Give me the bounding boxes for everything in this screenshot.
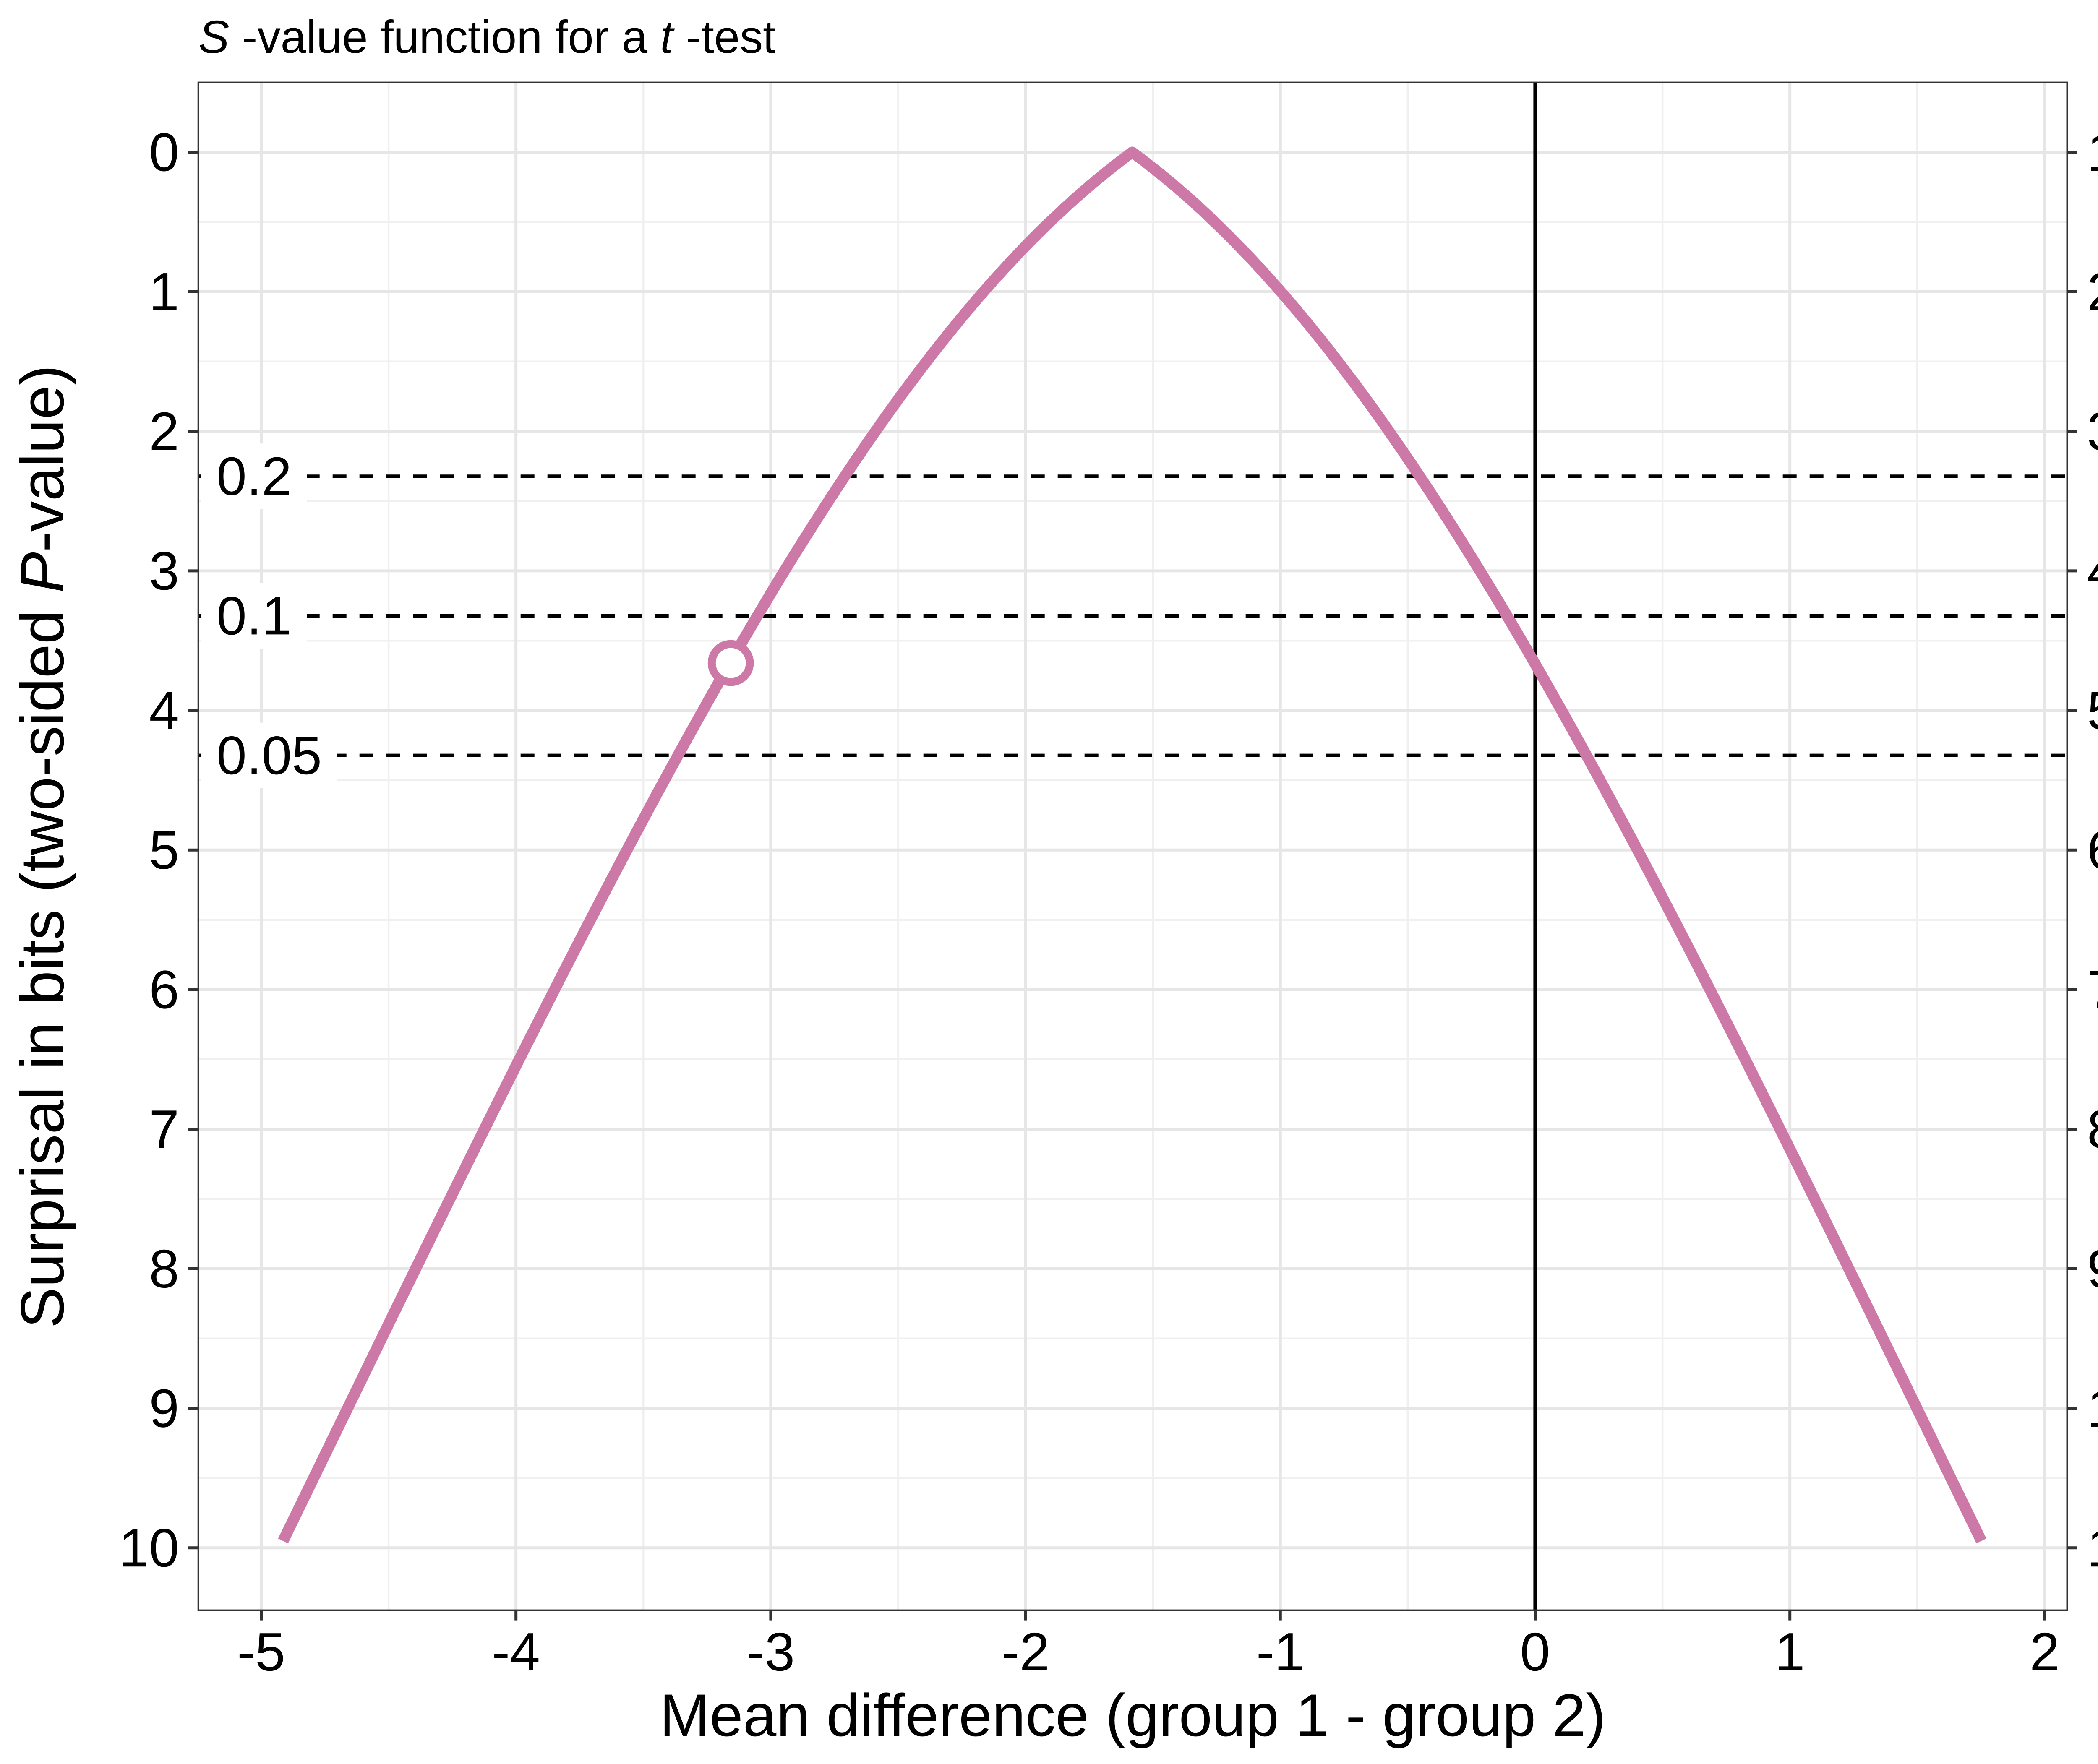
svg-text:3: 3 xyxy=(149,541,179,601)
svg-text:1: 1 xyxy=(149,262,179,322)
svg-text:-3: -3 xyxy=(747,1622,795,1682)
svg-text:7: 7 xyxy=(149,1099,179,1159)
svg-text:10: 10 xyxy=(119,1518,180,1578)
svg-text:3: 3 xyxy=(2087,401,2098,462)
svg-text:Mean difference (group 1 - gro: Mean difference (group 1 - group 2) xyxy=(660,1682,1606,1749)
svg-text:0.1: 0.1 xyxy=(217,586,292,646)
svg-text:10: 10 xyxy=(2087,1378,2098,1439)
svg-text:-5: -5 xyxy=(237,1622,285,1682)
svg-text:11: 11 xyxy=(2087,1518,2098,1578)
svg-text:9: 9 xyxy=(2087,1239,2098,1299)
svg-text:4: 4 xyxy=(2087,541,2098,601)
svg-text:2: 2 xyxy=(149,401,179,462)
svg-text:S -value function for a t -tes: S -value function for a t -test xyxy=(198,11,776,63)
svg-text:9: 9 xyxy=(149,1378,179,1439)
svg-text:0: 0 xyxy=(149,122,179,182)
svg-text:Surprisal in bits (two-sided P: Surprisal in bits (two-sided P-value) xyxy=(8,365,76,1328)
svg-text:8: 8 xyxy=(2087,1099,2098,1159)
svg-text:1: 1 xyxy=(1775,1622,1805,1682)
svg-text:0.2: 0.2 xyxy=(217,446,292,507)
svg-text:-4: -4 xyxy=(492,1622,540,1682)
svg-text:5: 5 xyxy=(149,820,179,881)
svg-text:1: 1 xyxy=(2087,122,2098,182)
svg-text:0: 0 xyxy=(1520,1622,1550,1682)
svg-text:7: 7 xyxy=(2087,959,2098,1020)
svg-text:-1: -1 xyxy=(1256,1622,1305,1682)
svg-text:6: 6 xyxy=(2087,820,2098,881)
svg-text:2: 2 xyxy=(2030,1622,2060,1682)
svg-text:4: 4 xyxy=(149,680,179,741)
svg-text:0.05: 0.05 xyxy=(217,725,322,786)
svg-text:8: 8 xyxy=(149,1239,179,1299)
svg-text:6: 6 xyxy=(149,959,179,1020)
svg-text:2: 2 xyxy=(2087,262,2098,322)
svg-text:5: 5 xyxy=(2087,680,2098,741)
svg-text:-2: -2 xyxy=(1002,1622,1050,1682)
